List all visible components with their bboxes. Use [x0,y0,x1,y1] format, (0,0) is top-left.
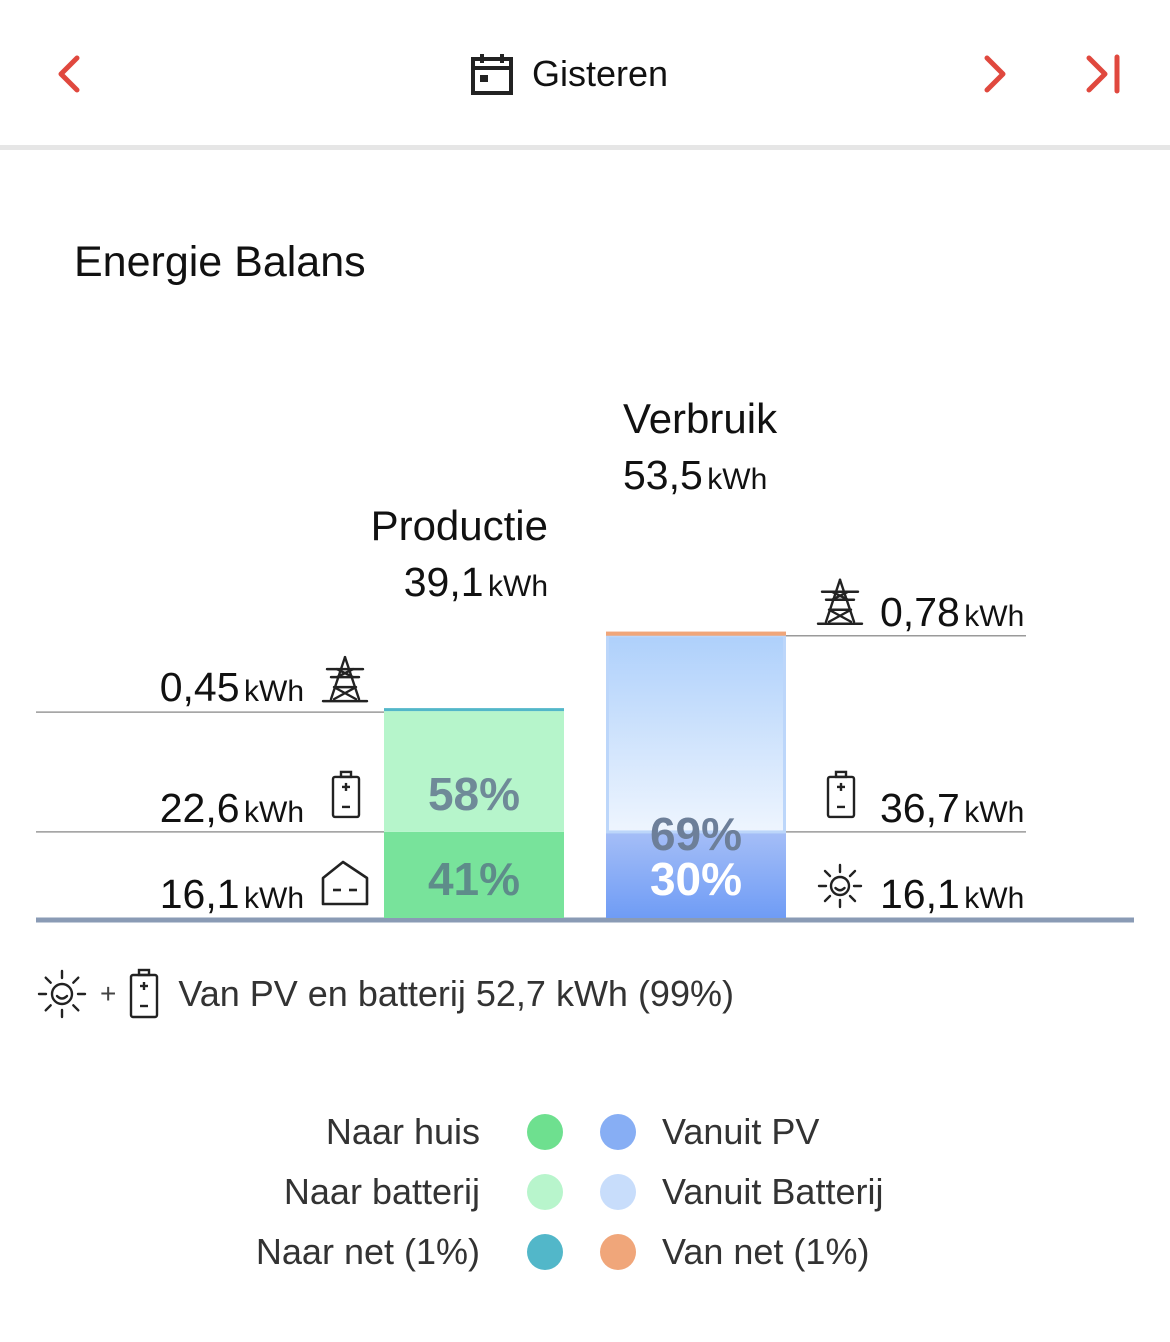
power-pylon-icon [816,578,864,625]
value: 36,7 [880,784,960,831]
value: 22,6 [159,784,240,831]
unit: kWh [244,795,304,829]
production-title: Productie [370,502,548,549]
date-label: Gisteren [532,53,669,94]
unit: kWh [964,599,1025,633]
section-title: Energie Balans [74,238,366,286]
sun-icon [817,863,863,909]
previous-day-button[interactable] [38,48,98,100]
power-pylon-icon [321,655,369,703]
value: 0,45 [159,664,240,711]
plus-sign: + [100,978,117,1009]
consumption-total: 53,5 kWh [623,455,767,496]
consumption-grid-value: 0,78 kWh [880,588,1025,635]
legend-swatch-van-net [600,1234,636,1270]
production-battery-value: 22,6 kWh [159,784,304,831]
production-battery-percent: 58% [427,767,521,820]
value: 0,78 [880,588,960,635]
consumption-bar-van-net [606,631,786,636]
battery-icon [331,770,361,819]
production-bar-naar-net [384,708,564,712]
legend-swatch-vanuit-pv [600,1114,636,1150]
consumption-title: Verbruik [623,395,778,442]
value: 16,1 [159,871,240,917]
production-total-unit: kWh [488,570,548,603]
production-total-value: 39,1 [403,559,484,605]
production-bar-naar-huis [384,831,564,918]
chevron-right-icon [984,55,1006,93]
consumption-total-unit: kWh [707,463,768,496]
production-house-percent: 41% [427,852,521,905]
summary-text: Van PV en batterij 52,7 kWh (99%) [178,973,734,1014]
legend-label-vanuit-batterij: Vanuit Batterij [662,1171,884,1212]
value: 16,1 [880,871,960,917]
unit: kWh [964,882,1025,915]
legend-label-vanuit-pv: Vanuit PV [662,1111,820,1152]
top-navigation-bar: Gisteren [0,0,1170,146]
legend-label-naar-batterij: Naar batterij [283,1171,480,1212]
legend-label-naar-huis: Naar huis [325,1111,480,1152]
consumption-total-value: 53,5 [623,452,703,498]
self-sufficiency-summary: + Van PV en batterij 52,7 kWh (99%) [36,968,734,1020]
battery-icon [826,770,856,819]
production-grid-value: 0,45 kWh [160,667,304,708]
date-picker-button[interactable]: Gisteren [470,48,668,100]
legend-swatch-naar-batterij [527,1174,563,1210]
consumption-bar-vanuit-batterij [606,634,786,834]
calendar-icon [471,54,513,95]
consumption-pv-percent: 30% [649,852,743,905]
production-total: 39,1 kWh [404,562,548,603]
legend-label-van-net: Van net (1%) [662,1231,870,1272]
header-divider [0,145,1170,150]
house-icon [321,860,369,906]
energy-balance-chart [36,578,1134,923]
unit: kWh [244,882,304,915]
legend-swatch-naar-huis [527,1114,563,1150]
legend-swatch-naar-net [527,1234,563,1270]
next-day-button[interactable] [966,48,1026,100]
consumption-pv-value: 16,1 kWh [880,874,1024,915]
battery-icon [130,968,159,1019]
production-house-value: 16,1 kWh [160,874,304,915]
consumption-battery-percent: 69% [649,807,743,860]
consumption-battery-value: 36,7 kWh [880,784,1025,831]
jump-to-latest-button[interactable] [1070,48,1140,100]
chevron-left-icon [58,55,80,93]
consumption-bar-vanuit-pv [606,831,786,918]
sun-icon [37,969,87,1019]
unit: kWh [964,795,1025,829]
production-bar-naar-batterij [384,711,564,832]
legend-label-naar-net: Naar net (1%) [255,1231,480,1272]
skip-to-end-icon [1086,54,1120,94]
unit: kWh [244,675,304,709]
legend-swatch-vanuit-batterij [600,1174,636,1210]
